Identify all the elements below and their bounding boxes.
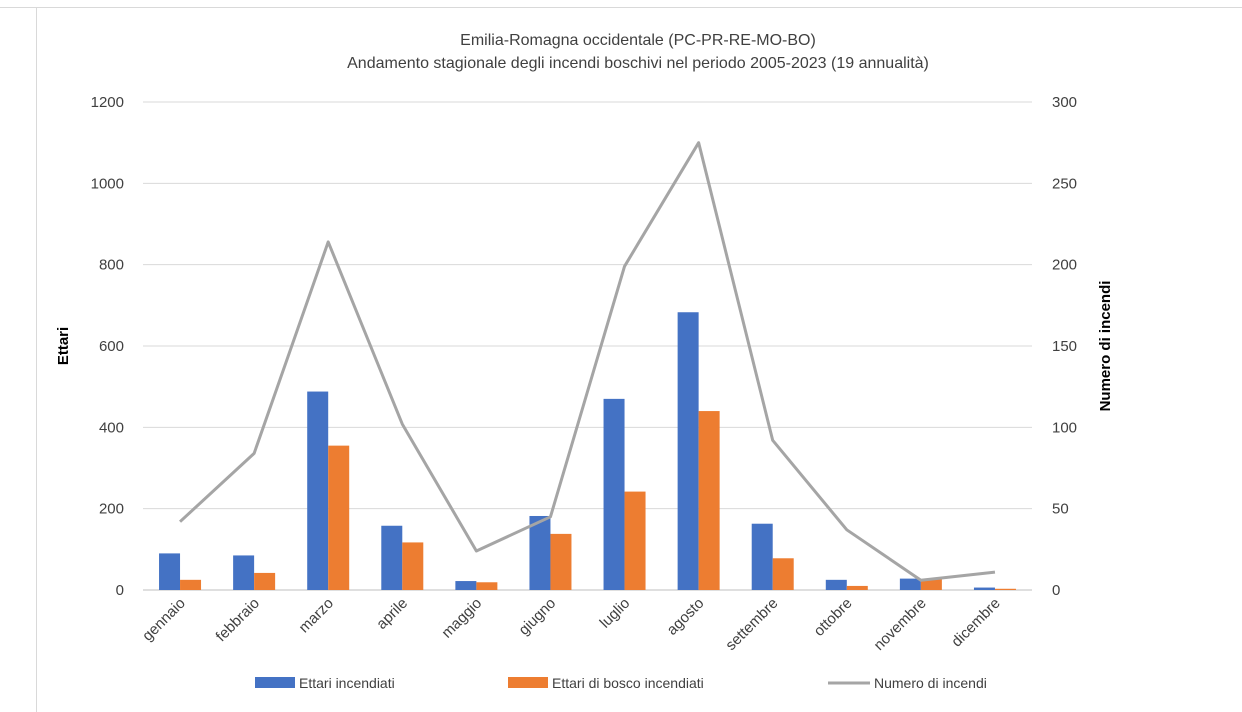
right-axis-tick-label: 250 [1052, 175, 1077, 192]
x-axis-tick-label: giugno [515, 595, 559, 639]
right-axis-tick-label: 50 [1052, 501, 1069, 518]
x-axis-tick-label: aprile [373, 595, 411, 633]
left-axis-label: Ettari [55, 327, 72, 365]
line-series [179, 141, 996, 582]
bar [529, 515, 551, 590]
x-axis-tick-label: ottobre [811, 595, 856, 640]
x-axis-tick-label: febbraio [213, 595, 263, 645]
x-axis-tick-label: agosto [664, 595, 708, 639]
line-series-path [179, 141, 996, 582]
bar [751, 523, 773, 590]
bar [455, 581, 477, 590]
left-axis-tick-label: 800 [99, 257, 124, 274]
bar [233, 555, 255, 590]
bar [899, 578, 921, 590]
left-axis-tick-label: 400 [99, 419, 124, 436]
bar [846, 585, 868, 590]
legend-label: Numero di incendi [874, 675, 987, 691]
right-axis-label: Numero di incendi [1097, 281, 1114, 412]
legend-label: Ettari incendiati [299, 675, 395, 691]
legend-swatch [508, 677, 548, 688]
x-axis-tick-label: novembre [871, 595, 930, 654]
x-axis-tick-label: gennaio [139, 595, 189, 645]
bar [550, 533, 572, 590]
bar [381, 525, 403, 590]
frame-left-border [36, 7, 37, 712]
x-axis-tick-label: settembre [722, 595, 781, 654]
frame-top-border [0, 7, 1242, 8]
bar [973, 587, 995, 590]
bar [307, 391, 329, 590]
legend-label: Ettari di bosco incendiati [552, 675, 704, 691]
right-axis-ticks: 0 50 100 150 200 250 300 [1052, 94, 1077, 599]
right-axis-tick-label: 150 [1052, 338, 1077, 355]
left-axis-tick-label: 0 [116, 582, 124, 599]
gridlines [143, 101, 1032, 591]
left-axis-tick-label: 1200 [91, 94, 124, 111]
legend: Ettari incendiati Ettari di bosco incendi… [255, 675, 987, 691]
right-axis-tick-label: 0 [1052, 582, 1060, 599]
bar [476, 582, 498, 590]
chart-title: Emilia-Romagna occidentale (PC-PR-RE-MO-… [460, 32, 816, 49]
x-axis-ticks: gennaio febbraio marzo aprile maggio giugno lu… [139, 595, 1004, 654]
bar [698, 411, 720, 590]
bar [772, 558, 794, 590]
bar [159, 553, 181, 590]
bar [328, 445, 350, 590]
bar [624, 491, 646, 590]
bar [920, 579, 942, 590]
bar [603, 398, 625, 590]
right-axis-tick-label: 300 [1052, 94, 1077, 111]
legend-swatch [255, 677, 295, 688]
bar [254, 572, 276, 590]
right-axis-tick-label: 100 [1052, 419, 1077, 436]
x-axis-tick-label: luglio [597, 595, 634, 632]
left-axis-ticks: 0 200 400 600 800 1000 1200 [91, 94, 124, 599]
bar [994, 588, 1016, 590]
bar [825, 579, 847, 590]
x-axis-tick-label: maggio [438, 595, 485, 642]
bar [677, 312, 699, 590]
x-axis-tick-label: marzo [296, 595, 337, 636]
left-axis-tick-label: 200 [99, 501, 124, 518]
chart-subtitle: Andamento stagionale degli incendi bosch… [347, 55, 929, 72]
right-axis-tick-label: 200 [1052, 257, 1077, 274]
bars [159, 312, 1016, 590]
left-axis-tick-label: 600 [99, 338, 124, 355]
left-axis-tick-label: 1000 [91, 175, 124, 192]
x-axis-tick-label: dicembre [948, 595, 1004, 651]
bar [180, 579, 202, 590]
bar [402, 542, 424, 590]
